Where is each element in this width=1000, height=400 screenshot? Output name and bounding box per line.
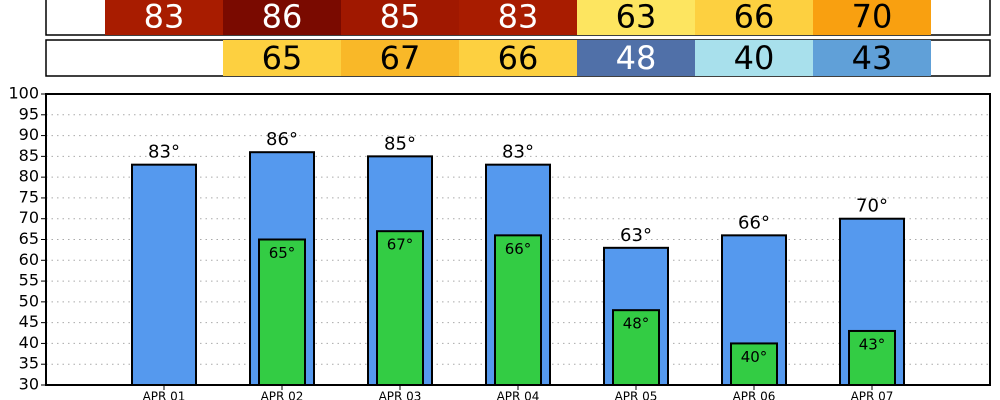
cell <box>105 0 223 35</box>
y-tick-label: 85 <box>19 146 39 165</box>
y-tick-label: 100 <box>8 84 39 103</box>
x-tick-label: APR 07 <box>851 390 894 400</box>
value-label: 70° <box>856 196 888 217</box>
x-tick-label: APR 02 <box>261 390 304 400</box>
cell-value: 40 <box>734 39 775 77</box>
y-tick-label: 40 <box>19 333 39 352</box>
y-tick-label: 65 <box>19 229 39 248</box>
cell <box>223 40 341 76</box>
cell-value: 83 <box>144 0 185 36</box>
cell <box>695 40 813 76</box>
y-tick-label: 75 <box>19 187 39 206</box>
cell-value: 86 <box>262 0 303 36</box>
plot-frame <box>45 93 991 386</box>
cell <box>577 0 695 35</box>
y-tick-label: 80 <box>19 167 39 186</box>
cell-value: 66 <box>734 0 775 36</box>
y-tick-label: 45 <box>19 312 39 331</box>
cell-value: 66 <box>498 39 539 77</box>
y-tick-label: 35 <box>19 354 39 373</box>
cell <box>813 0 931 35</box>
y-tick-label: 90 <box>19 125 39 144</box>
value-label: 86° <box>266 129 298 150</box>
value-label: 66° <box>505 240 532 258</box>
bar <box>848 329 896 387</box>
x-tick-label: APR 04 <box>497 390 540 400</box>
bar <box>612 309 660 386</box>
cell <box>695 0 813 35</box>
cell <box>577 40 695 76</box>
cell <box>223 0 341 35</box>
cell-value: 83 <box>498 0 539 36</box>
y-tick-label: 55 <box>19 271 39 290</box>
cell-value: 48 <box>616 39 657 77</box>
cell-value: 43 <box>852 39 893 77</box>
value-label: 85° <box>384 133 416 154</box>
value-label: 83° <box>502 142 534 163</box>
y-tick-label: 60 <box>19 250 39 269</box>
value-label: 43° <box>859 335 886 353</box>
value-label: 67° <box>387 236 414 254</box>
cell <box>459 40 577 76</box>
cell <box>341 40 459 76</box>
x-tick-label: APR 06 <box>733 390 776 400</box>
value-label: 66° <box>738 212 770 233</box>
bar <box>376 230 424 386</box>
cell <box>459 0 577 35</box>
x-tick-label: APR 05 <box>615 390 658 400</box>
y-tick-label: 95 <box>19 104 39 123</box>
x-tick-label: APR 03 <box>379 390 422 400</box>
cell-value: 65 <box>262 39 303 77</box>
cell-value: 70 <box>852 0 893 36</box>
cell-value: 85 <box>380 0 421 36</box>
y-tick-label: 70 <box>19 208 39 227</box>
value-label: 65° <box>269 244 296 262</box>
cell-value: 67 <box>380 39 421 77</box>
value-label: 83° <box>148 142 180 163</box>
value-label: 63° <box>620 225 652 246</box>
y-tick-label: 50 <box>19 291 39 310</box>
value-label: 40° <box>741 348 768 366</box>
bar <box>131 163 197 386</box>
cell-value: 63 <box>616 0 657 36</box>
bar <box>730 342 778 386</box>
value-label: 48° <box>623 315 650 333</box>
cell <box>341 0 459 35</box>
y-tick-label: 30 <box>19 375 39 394</box>
cell <box>813 40 931 76</box>
x-tick-label: APR 01 <box>143 390 186 400</box>
